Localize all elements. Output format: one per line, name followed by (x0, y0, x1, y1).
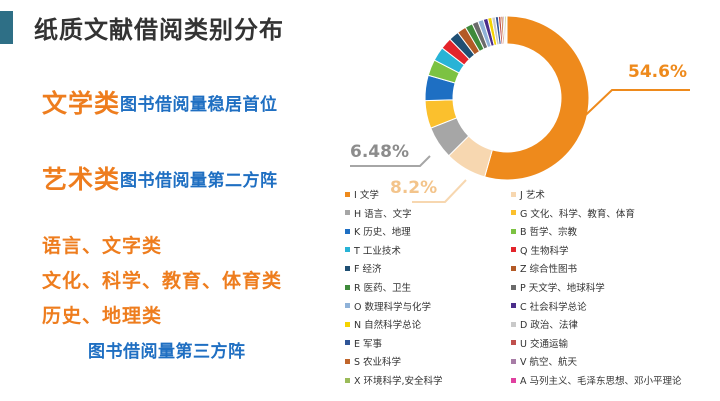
legend-label: D 政治、法律 (520, 320, 578, 332)
page-title: 纸质文献借阅类别分布 (34, 16, 284, 44)
legend-label: R 医药、卫生 (354, 283, 412, 294)
donut-slice-0 (484, 15, 590, 181)
legend-item-8: F 经济 (345, 261, 381, 275)
third-group-category-language: 语言、文字类 (42, 235, 163, 257)
legend-label: F 经济 (354, 264, 382, 276)
legend-swatch (511, 265, 516, 271)
legend-swatch (511, 377, 516, 383)
legend-swatch (345, 210, 350, 216)
language-percent-label: 6.48% (350, 142, 409, 162)
legend-item-3: G 文化、科学、教育、体育 (511, 206, 635, 220)
legend-item-4: K 历史、地理 (345, 224, 411, 238)
legend-swatch (345, 377, 350, 383)
legend-item-9: Z 综合性图书 (511, 261, 577, 275)
legend-swatch (511, 247, 516, 253)
third-group-category-history: 历史、地理类 (42, 305, 163, 327)
legend-item-5: B 哲学、宗教 (511, 224, 577, 238)
legend-label: C 社会科学总论 (520, 301, 587, 313)
highlight-art-description: 图书借阅量第二方阵 (120, 171, 278, 191)
legend-label: V 航空、航天 (520, 357, 578, 369)
legend-label: E 军事 (354, 338, 383, 350)
donut-slices (424, 15, 590, 181)
legend-swatch (511, 321, 516, 327)
legend-swatch (511, 228, 516, 234)
legend-label: J 艺术 (520, 190, 545, 201)
donut-slice-21 (505, 15, 508, 45)
legend-item-21: A 马列主义、毛泽东思想、邓小平理论 (511, 373, 682, 387)
legend-swatch (345, 321, 350, 327)
legend-item-11: P 天文学、地球科学 (511, 280, 605, 294)
legend-swatch (345, 191, 350, 197)
title-accent-bar (0, 11, 13, 44)
highlight-literature-description: 图书借阅量稳居首位 (120, 95, 278, 115)
legend-swatch (345, 265, 350, 271)
highlight-art-category: 艺术类 (42, 165, 121, 194)
legend-label: A 马列主义、毛泽东思想、邓小平理论 (520, 376, 682, 387)
literature-percent-label: 54.6% (628, 62, 687, 82)
third-group-category-culture: 文化、科学、教育、体育类 (42, 270, 283, 292)
art-percent-label: 8.2% (390, 178, 438, 198)
legend-item-1: J 艺术 (511, 187, 545, 201)
legend-item-14: N 自然科学总论 (345, 317, 421, 331)
highlight-literature-category: 文学类 (42, 89, 121, 118)
literature-callout-line (571, 89, 690, 129)
legend-label: S 农业科学 (354, 357, 402, 369)
legend-label: B 哲学、宗教 (520, 227, 578, 239)
legend-label: O 数理科学与化学 (354, 301, 431, 313)
legend-label: N 自然科学总论 (354, 320, 422, 332)
legend-label: P 天文学、地球科学 (520, 283, 605, 294)
legend-swatch (511, 340, 516, 346)
legend-swatch (511, 191, 516, 197)
legend-item-19: V 航空、航天 (511, 354, 577, 368)
legend-swatch (345, 284, 350, 290)
legend-swatch (511, 303, 516, 309)
language-callout-line (350, 155, 431, 167)
legend-label: U 交通运输 (520, 338, 568, 350)
legend-label: G 文化、科学、教育、体育 (520, 208, 635, 220)
legend-label: I 文学 (354, 190, 379, 201)
art-callout-line (412, 179, 467, 203)
legend-label: Z 综合性图书 (520, 264, 578, 276)
legend-swatch (345, 358, 350, 364)
third-group-description: 图书借阅量第三方阵 (88, 342, 246, 362)
legend-swatch (345, 228, 350, 234)
legend-item-17: U 交通运输 (511, 336, 568, 350)
legend-swatch (345, 247, 350, 253)
legend-swatch (511, 284, 516, 290)
legend-item-12: O 数理科学与化学 (345, 299, 431, 313)
legend-item-2: H 语言、文字 (345, 206, 412, 220)
legend-item-16: E 军事 (345, 336, 382, 350)
legend-item-20: X 环境科学,安全科学 (345, 373, 443, 387)
legend-label: Q 生物科学 (520, 245, 569, 257)
legend-label: K 历史、地理 (354, 227, 411, 239)
legend-item-10: R 医药、卫生 (345, 280, 411, 294)
legend-item-6: T 工业技术 (345, 243, 401, 257)
legend-swatch (511, 358, 516, 364)
legend-swatch (511, 210, 516, 216)
legend-label: H 语言、文字 (354, 208, 412, 220)
legend-item-7: Q 生物科学 (511, 243, 569, 257)
legend-swatch (345, 340, 350, 346)
legend-label: X 环境科学,安全科学 (354, 376, 443, 387)
legend-item-18: S 农业科学 (345, 354, 401, 368)
legend-item-13: C 社会科学总论 (511, 299, 587, 313)
legend-label: T 工业技术 (354, 245, 401, 257)
legend-swatch (345, 303, 350, 309)
legend-item-0: I 文学 (345, 187, 379, 201)
legend-item-15: D 政治、法律 (511, 317, 578, 331)
